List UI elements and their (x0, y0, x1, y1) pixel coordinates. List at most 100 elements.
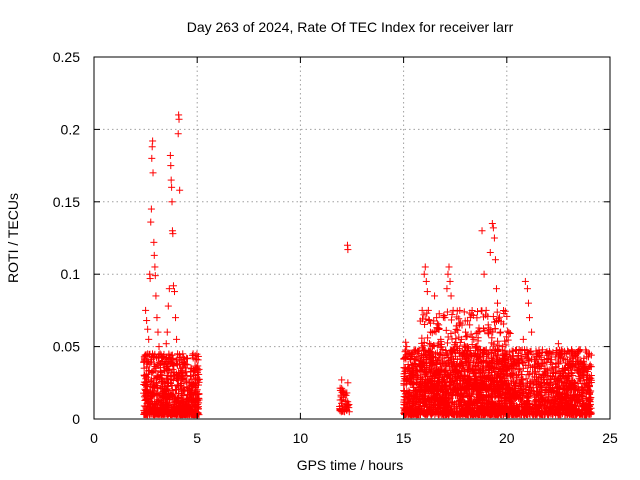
y-tick-label: 0.15 (53, 194, 80, 210)
data-point (141, 372, 149, 380)
data-point (172, 314, 180, 322)
data-point (526, 314, 534, 322)
data-point (148, 154, 156, 162)
data-point (150, 390, 158, 398)
data-point (523, 285, 531, 293)
data-point (144, 397, 152, 405)
data-point (195, 390, 203, 398)
data-point (489, 224, 497, 232)
data-point (152, 292, 160, 300)
data-point (473, 308, 481, 316)
data-point (161, 410, 169, 418)
data-point (484, 321, 492, 329)
data-point (163, 365, 171, 373)
data-point (497, 328, 505, 336)
data-point (167, 369, 175, 377)
data-point (474, 328, 482, 336)
data-point (149, 137, 157, 145)
data-point (173, 394, 181, 402)
data-point (192, 394, 200, 402)
data-point (182, 368, 190, 376)
data-point (524, 299, 532, 307)
data-point (180, 386, 188, 394)
data-point (191, 403, 199, 411)
y-axis-title: ROTI / TECUs (5, 193, 21, 283)
data-point (164, 372, 172, 380)
data-point (491, 256, 499, 264)
data-point (403, 343, 411, 351)
data-point (488, 220, 496, 228)
data-point (178, 390, 186, 398)
data-point (494, 337, 502, 345)
data-point (169, 361, 177, 369)
data-point (147, 205, 155, 213)
data-point (143, 387, 151, 395)
data-point (165, 394, 173, 402)
data-point (141, 385, 149, 393)
data-point (158, 385, 166, 393)
data-point (176, 402, 184, 410)
data-point (344, 379, 352, 387)
data-point (488, 334, 496, 342)
data-point (519, 335, 527, 343)
data-point (155, 343, 163, 351)
data-point (491, 318, 499, 326)
data-point (174, 130, 182, 138)
data-point (163, 328, 171, 336)
data-point (446, 277, 454, 285)
data-point (150, 251, 158, 259)
data-point (154, 389, 162, 397)
data-point (179, 369, 187, 377)
data-point (144, 325, 152, 333)
y-tick-label: 0.2 (61, 121, 81, 137)
data-point (169, 392, 177, 400)
data-point (443, 285, 451, 293)
data-point (166, 151, 174, 159)
data-point (159, 377, 167, 385)
x-axis-title: GPS time / hours (297, 457, 404, 473)
data-point (447, 292, 455, 300)
data-point (184, 411, 192, 419)
data-point (183, 395, 191, 403)
data-point (178, 356, 186, 364)
data-point (174, 409, 182, 417)
data-point (176, 186, 184, 194)
data-point (490, 234, 498, 242)
data-point (155, 361, 163, 369)
data-point (173, 335, 181, 343)
data-point (554, 340, 562, 348)
data-point (157, 399, 165, 407)
data-point (185, 404, 193, 412)
x-tick-label: 10 (293, 430, 309, 446)
data-point (149, 169, 157, 177)
data-point (495, 341, 503, 349)
data-point (142, 405, 150, 413)
data-point (187, 393, 195, 401)
data-point (144, 409, 152, 417)
data-point (186, 389, 194, 397)
data-point (150, 238, 158, 246)
data-point (153, 361, 161, 369)
data-point (420, 270, 428, 278)
x-tick-label: 20 (499, 430, 515, 446)
data-point (179, 398, 187, 406)
data-point (157, 408, 165, 416)
data-point (478, 227, 486, 235)
data-point (156, 403, 164, 411)
data-point (486, 248, 494, 256)
data-point (422, 277, 430, 285)
data-point (173, 386, 181, 394)
data-point (176, 381, 184, 389)
data-point (142, 306, 150, 314)
data-point (164, 402, 172, 410)
data-point (189, 406, 197, 414)
data-point (160, 393, 168, 401)
data-point (169, 354, 177, 362)
data-point (140, 378, 148, 386)
data-point (154, 328, 162, 336)
x-tick-label: 5 (193, 430, 201, 446)
data-point (194, 356, 202, 364)
data-point (402, 338, 410, 346)
data-point (167, 379, 175, 387)
data-point (455, 315, 463, 323)
